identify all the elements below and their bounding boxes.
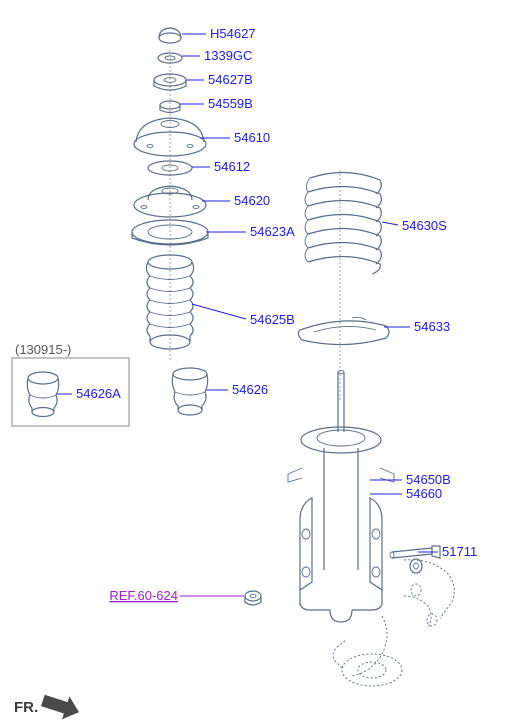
part-lower-pad	[298, 317, 389, 344]
ref-label: REF.60-624	[109, 588, 178, 603]
label-54625B: 54625B	[250, 312, 295, 327]
label-54626A: 54626A	[76, 386, 121, 401]
label-54610: 54610	[234, 130, 270, 145]
fr-arrow-icon	[39, 689, 83, 724]
part-coil-spring	[305, 172, 381, 274]
label-54660: 54660	[406, 486, 442, 501]
label-51711: 51711	[442, 544, 477, 559]
parts-diagram: (130915-)	[0, 0, 532, 727]
part-stopper	[172, 368, 207, 415]
svg-text:FR.: FR.	[14, 699, 38, 716]
label-54630S: 54630S	[402, 218, 447, 233]
label-H54627: H54627	[210, 26, 256, 41]
label-54612: 54612	[214, 159, 250, 174]
part-strut-assy	[288, 371, 394, 622]
label-54650B: 54650B	[406, 472, 451, 487]
label-54623A: 54623A	[250, 224, 295, 239]
label-54620: 54620	[234, 193, 270, 208]
label-54633: 54633	[414, 319, 450, 334]
fr-marker: FR.	[14, 689, 83, 724]
labels: H54627 1339GC 54627B 54559B 54610 54612 …	[76, 26, 477, 603]
part-knuckle	[333, 560, 454, 686]
part-stopper-alt	[27, 372, 58, 417]
variant-note: (130915-)	[15, 342, 71, 357]
label-54626: 54626	[232, 382, 268, 397]
part-cap	[159, 28, 181, 43]
label-1339GC: 1339GC	[204, 48, 252, 63]
label-54627B: 54627B	[208, 72, 253, 87]
part-bolt	[390, 546, 440, 573]
label-54559B: 54559B	[208, 96, 253, 111]
part-flange-nut	[245, 591, 261, 605]
